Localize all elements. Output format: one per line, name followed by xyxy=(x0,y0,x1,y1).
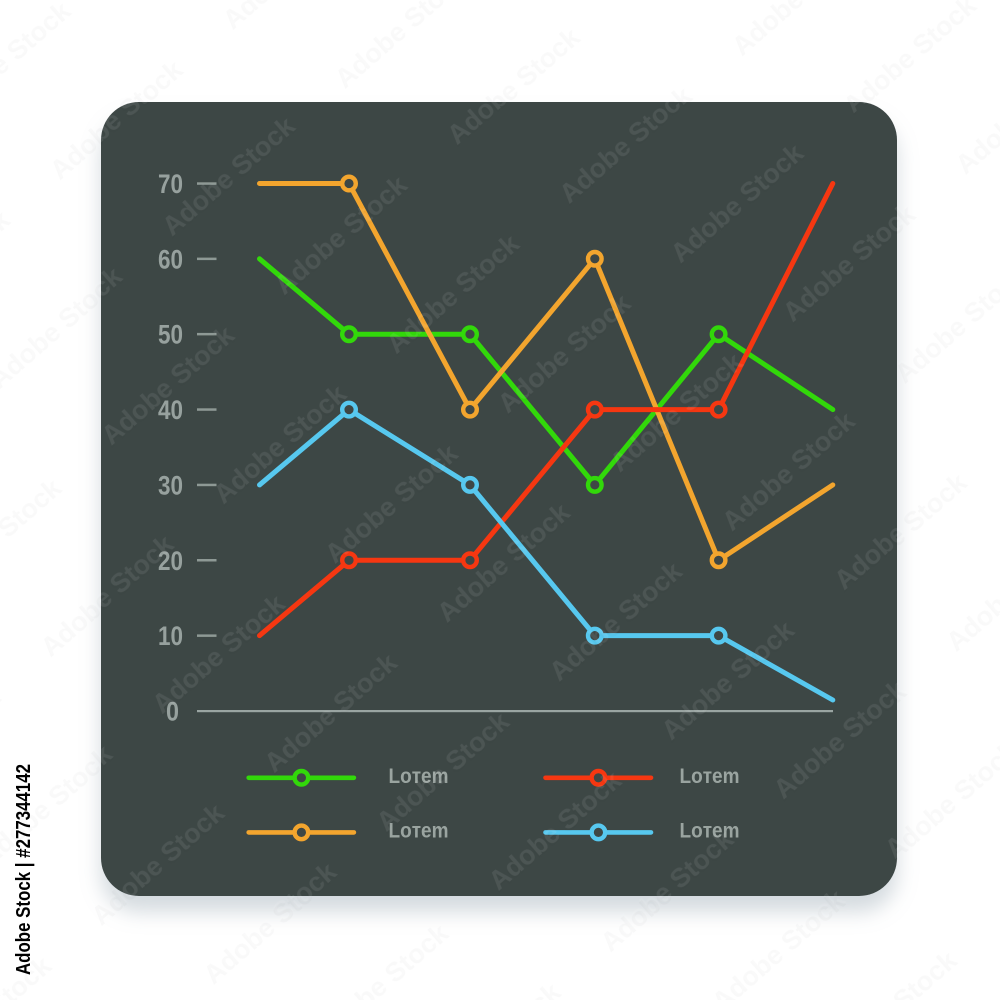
svg-text:Adobe Stock | #277344142: Adobe Stock | #277344142 xyxy=(13,764,35,975)
